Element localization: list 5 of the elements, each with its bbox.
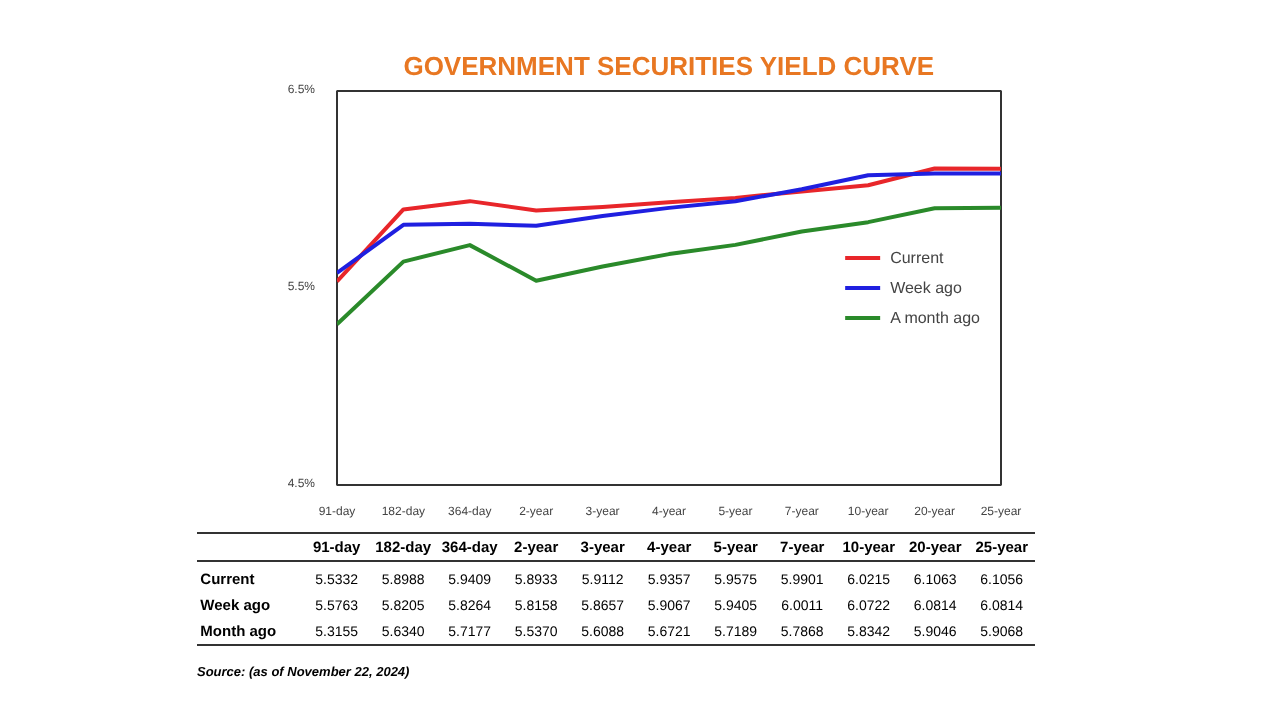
chart-title: GOVERNMENT SECURITIES YIELD CURVE [403,51,935,81]
legend-label: Week ago [890,278,962,296]
legend-label: A month ago [890,308,980,326]
legend-label: Current [890,248,944,266]
line-series [337,205,1001,327]
